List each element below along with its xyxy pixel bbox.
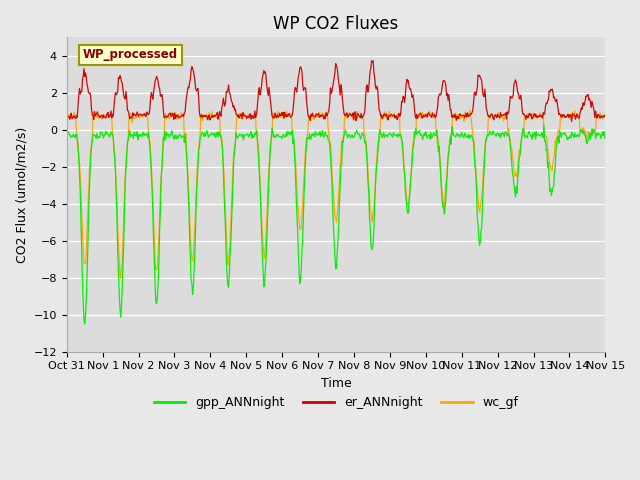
Text: WP_processed: WP_processed: [83, 48, 178, 61]
Legend: gpp_ANNnight, er_ANNnight, wc_gf: gpp_ANNnight, er_ANNnight, wc_gf: [148, 391, 524, 414]
Y-axis label: CO2 Flux (umol/m2/s): CO2 Flux (umol/m2/s): [15, 126, 28, 263]
X-axis label: Time: Time: [321, 377, 351, 390]
Title: WP CO2 Fluxes: WP CO2 Fluxes: [273, 15, 399, 33]
